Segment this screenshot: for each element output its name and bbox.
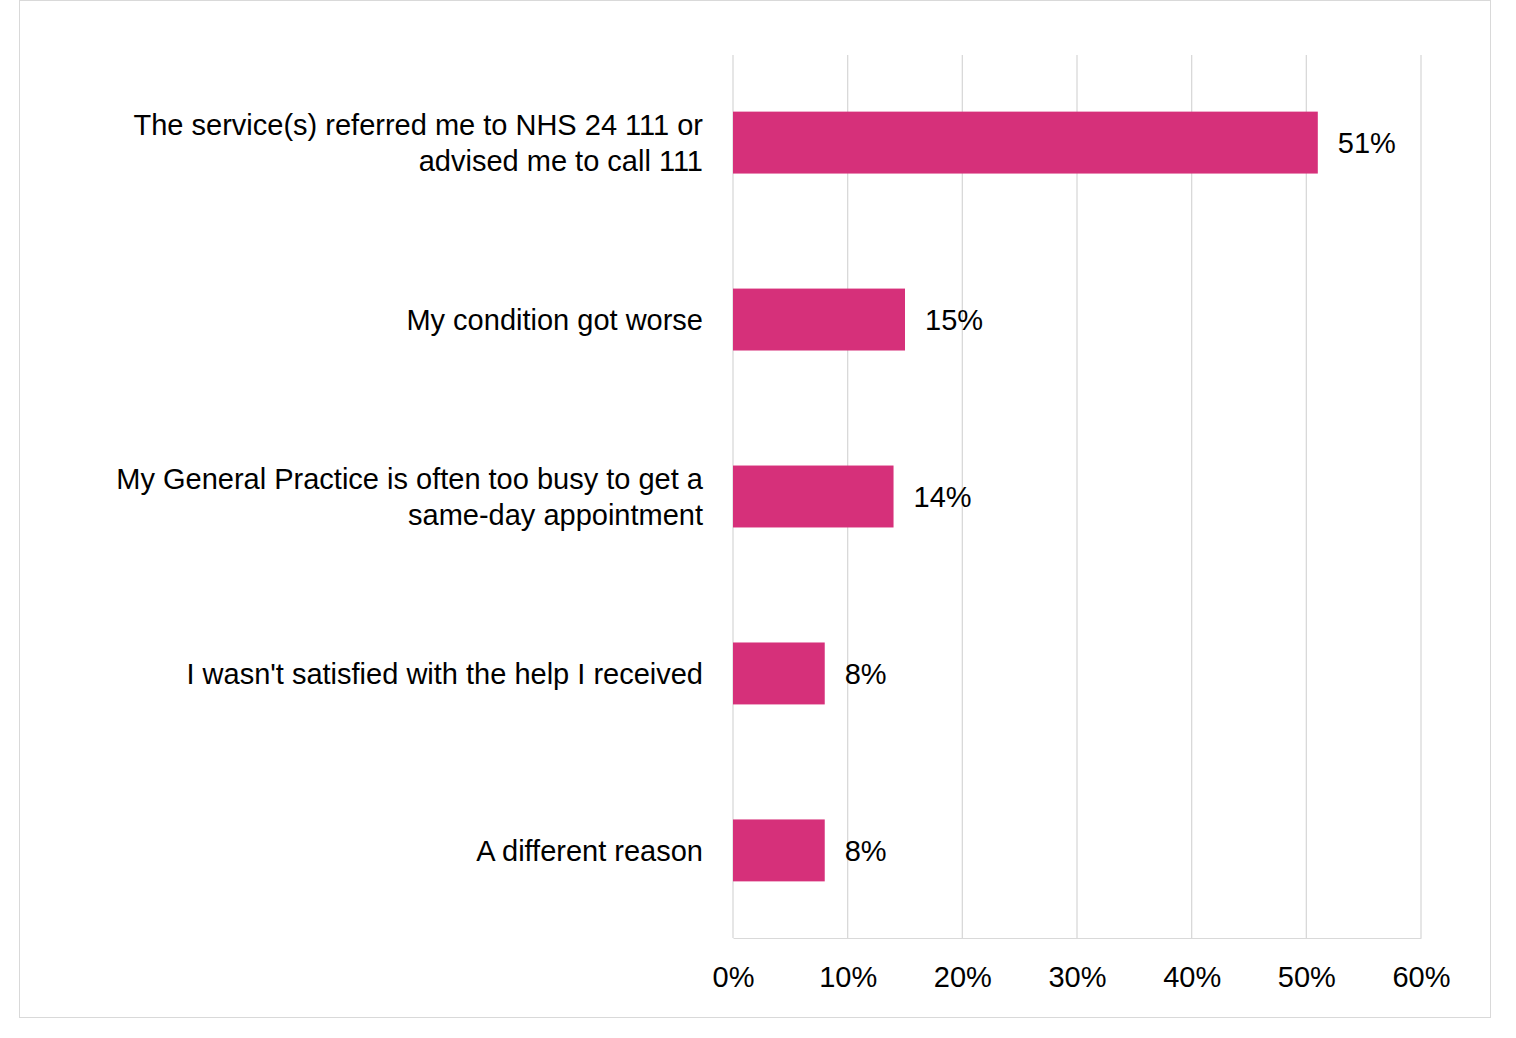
tick-label: 60%: [1392, 961, 1450, 993]
category-label-line: I wasn't satisfied with the help I recei…: [186, 658, 703, 690]
tick: 50%: [1278, 938, 1336, 993]
category-label: I wasn't satisfied with the help I recei…: [186, 658, 703, 690]
bar: [733, 819, 825, 881]
grid-line: [1306, 55, 1307, 938]
axis-line: [734, 938, 1422, 939]
tick: 0%: [713, 938, 755, 993]
bar: [733, 466, 894, 528]
tick-label: 30%: [1048, 961, 1106, 993]
category-label-line: advised me to call 111: [419, 145, 703, 177]
tick-label: 40%: [1163, 961, 1221, 993]
tick: 10%: [819, 938, 877, 993]
grid-line: [1420, 55, 1421, 938]
data-label: 8%: [845, 835, 887, 867]
category-label-line: My General Practice is often too busy to…: [116, 463, 704, 495]
tick: 60%: [1392, 938, 1450, 993]
grid: [733, 55, 1421, 938]
data-label: 14%: [914, 481, 972, 513]
category-label: My General Practice is often too busy to…: [116, 463, 704, 531]
category-label-line: A different reason: [476, 835, 703, 867]
chart: 0% 10% 20% 30% 40% 50% 60% The service(s) refer…: [0, 0, 1516, 1038]
bar: [733, 642, 825, 704]
tick: 30%: [1048, 938, 1106, 993]
bar: [733, 289, 905, 351]
tick: 40%: [1163, 938, 1221, 993]
tick: 20%: [934, 938, 992, 993]
tick-label: 50%: [1278, 961, 1336, 993]
x-axis: 0% 10% 20% 30% 40% 50% 60%: [713, 938, 1451, 993]
data-label: 51%: [1338, 127, 1396, 159]
tick-label: 0%: [713, 961, 755, 993]
tick-label: 10%: [819, 961, 877, 993]
tick-label: 20%: [934, 961, 992, 993]
category-label-line: same-day appointment: [408, 499, 703, 531]
bars: [733, 112, 1318, 882]
data-label: 15%: [925, 304, 983, 336]
category-label: My condition got worse: [406, 304, 703, 336]
category-label-line: My condition got worse: [406, 304, 703, 336]
data-labels: 51% 15% 14% 8% 8%: [845, 127, 1396, 867]
category-label-line: The service(s) referred me to NHS 24 111…: [134, 109, 704, 141]
bar: [733, 112, 1318, 174]
grid-line: [1191, 55, 1192, 938]
grid-line: [1076, 55, 1077, 938]
category-labels: The service(s) referred me to NHS 24 111…: [116, 109, 704, 867]
frame: [20, 1, 1491, 1018]
category-label: A different reason: [476, 835, 703, 867]
data-label: 8%: [845, 658, 887, 690]
category-label: The service(s) referred me to NHS 24 111…: [134, 109, 704, 177]
